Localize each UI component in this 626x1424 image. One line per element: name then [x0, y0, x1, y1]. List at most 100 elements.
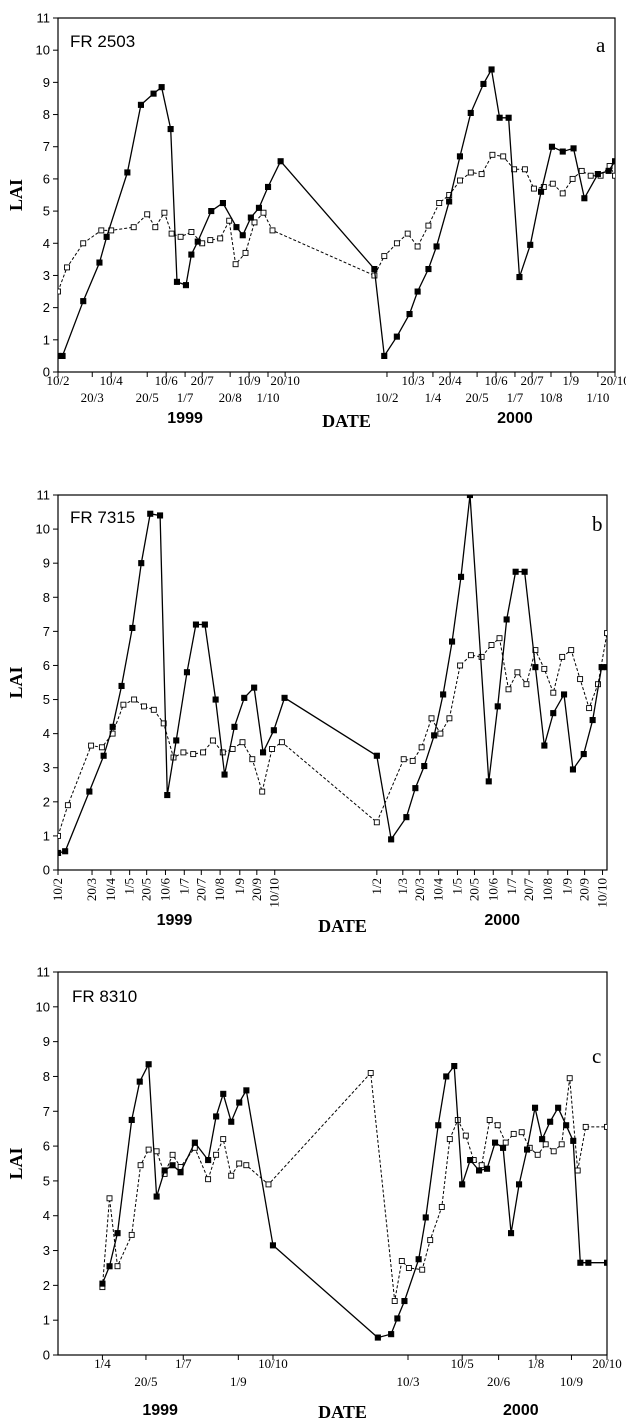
data-point-open [249, 756, 256, 763]
x-tick-label: 10/3 [396, 1374, 419, 1389]
y-tick-label: 11 [37, 488, 51, 503]
data-point-filled [605, 167, 612, 174]
data-point-open [58, 288, 61, 295]
data-point-filled [183, 669, 190, 676]
data-point-filled [158, 84, 165, 91]
data-point-filled [523, 1146, 531, 1153]
y-tick-label: 8 [43, 1069, 50, 1084]
y-tick-label: 7 [43, 624, 50, 639]
x-tick-label: 10/10 [267, 878, 282, 908]
data-point-open [534, 1151, 541, 1158]
data-point-filled [80, 298, 87, 305]
x-axis-title: DATE [322, 411, 371, 431]
data-point-open [427, 1237, 434, 1244]
year-label: 2000 [497, 410, 533, 427]
data-point-filled [106, 1263, 113, 1270]
x-tick-label: 10/6 [155, 373, 179, 388]
data-point-filled [251, 684, 258, 691]
data-point-open [428, 715, 435, 722]
data-point-filled [255, 204, 263, 211]
year-label: 2000 [484, 912, 520, 929]
data-point-open [457, 662, 464, 669]
data-point-filled [577, 1259, 584, 1266]
data-point-filled [393, 333, 400, 340]
plot-area [57, 494, 608, 871]
data-point-open [373, 819, 380, 826]
data-point-filled [563, 1122, 570, 1129]
data-point-filled [581, 195, 588, 202]
x-tick-label: 20/5 [466, 878, 481, 901]
series-solid [58, 495, 607, 857]
x-tick-label: 10/6 [485, 878, 500, 902]
series-line-dashed [58, 154, 615, 292]
x-tick-label: 10/10 [258, 1356, 288, 1371]
y-tick-label: 8 [43, 590, 50, 605]
year-label: 2000 [503, 1402, 539, 1419]
data-point-open [88, 742, 95, 749]
x-tick-label: 20/7 [521, 373, 545, 388]
y-tick-label: 1 [43, 1313, 50, 1328]
data-point-open [190, 751, 197, 758]
y-tick-label: 9 [43, 556, 50, 571]
data-point-open [486, 1117, 493, 1123]
x-tick-label: 1/4 [425, 390, 442, 405]
data-point-filled [270, 727, 277, 734]
x-tick-label: 1/5 [122, 878, 137, 895]
plot-area [57, 17, 616, 373]
y-axis-title: LAI [6, 179, 26, 211]
x-tick-label: 10/5 [451, 1356, 474, 1371]
data-point-open [467, 652, 474, 659]
x-tick-label: 20/7 [193, 878, 208, 902]
x-tick-label: 20/7 [521, 878, 536, 902]
series-line-dashed [58, 633, 607, 837]
data-point-open [604, 630, 607, 637]
x-tick-label: 10/4 [100, 373, 124, 388]
data-point-open [398, 1258, 405, 1264]
data-point-filled [161, 1167, 168, 1174]
data-point-filled [515, 1181, 523, 1188]
data-point-open [467, 169, 474, 176]
data-point-open [582, 1123, 589, 1130]
data-point-filled [281, 694, 288, 701]
data-point-filled [425, 265, 432, 273]
data-point-open [269, 746, 275, 752]
data-point-filled [412, 785, 419, 792]
data-point-open [446, 715, 453, 722]
data-point-filled [431, 732, 438, 739]
data-point-filled [443, 1073, 450, 1080]
data-point-open [98, 744, 105, 751]
data-point-open [404, 230, 411, 237]
data-point-filled [483, 1165, 491, 1172]
y-tick-label: 2 [43, 300, 50, 315]
data-point-filled [531, 1104, 539, 1111]
data-point-open [144, 211, 151, 218]
data-point-open [98, 227, 105, 234]
data-point-open [114, 1263, 121, 1270]
data-point-filled [145, 1061, 152, 1068]
data-point-open [205, 1176, 212, 1183]
data-point-filled [243, 1087, 250, 1094]
data-point-filled [475, 1167, 483, 1174]
data-point-filled [259, 749, 267, 756]
data-point-filled [114, 1230, 121, 1237]
data-point-filled [103, 233, 110, 240]
data-point-filled [169, 1162, 176, 1169]
data-point-open [566, 1075, 573, 1082]
data-point-filled [440, 691, 447, 698]
data-point-filled [137, 101, 144, 108]
data-point-open [400, 756, 407, 763]
data-point-open [437, 730, 444, 737]
data-point-open [550, 689, 557, 696]
data-point-filled [167, 126, 174, 133]
x-tick-label: 1/8 [528, 1356, 545, 1371]
data-point-open [393, 240, 400, 247]
data-point-open [269, 227, 276, 234]
data-point-open [106, 1195, 113, 1202]
data-point-filled [157, 512, 164, 519]
x-tick-label: 10/8 [212, 878, 227, 901]
data-point-filled [236, 1099, 243, 1106]
series-solid [58, 66, 615, 360]
data-point-open [438, 1204, 445, 1210]
data-point-filled [233, 224, 240, 231]
